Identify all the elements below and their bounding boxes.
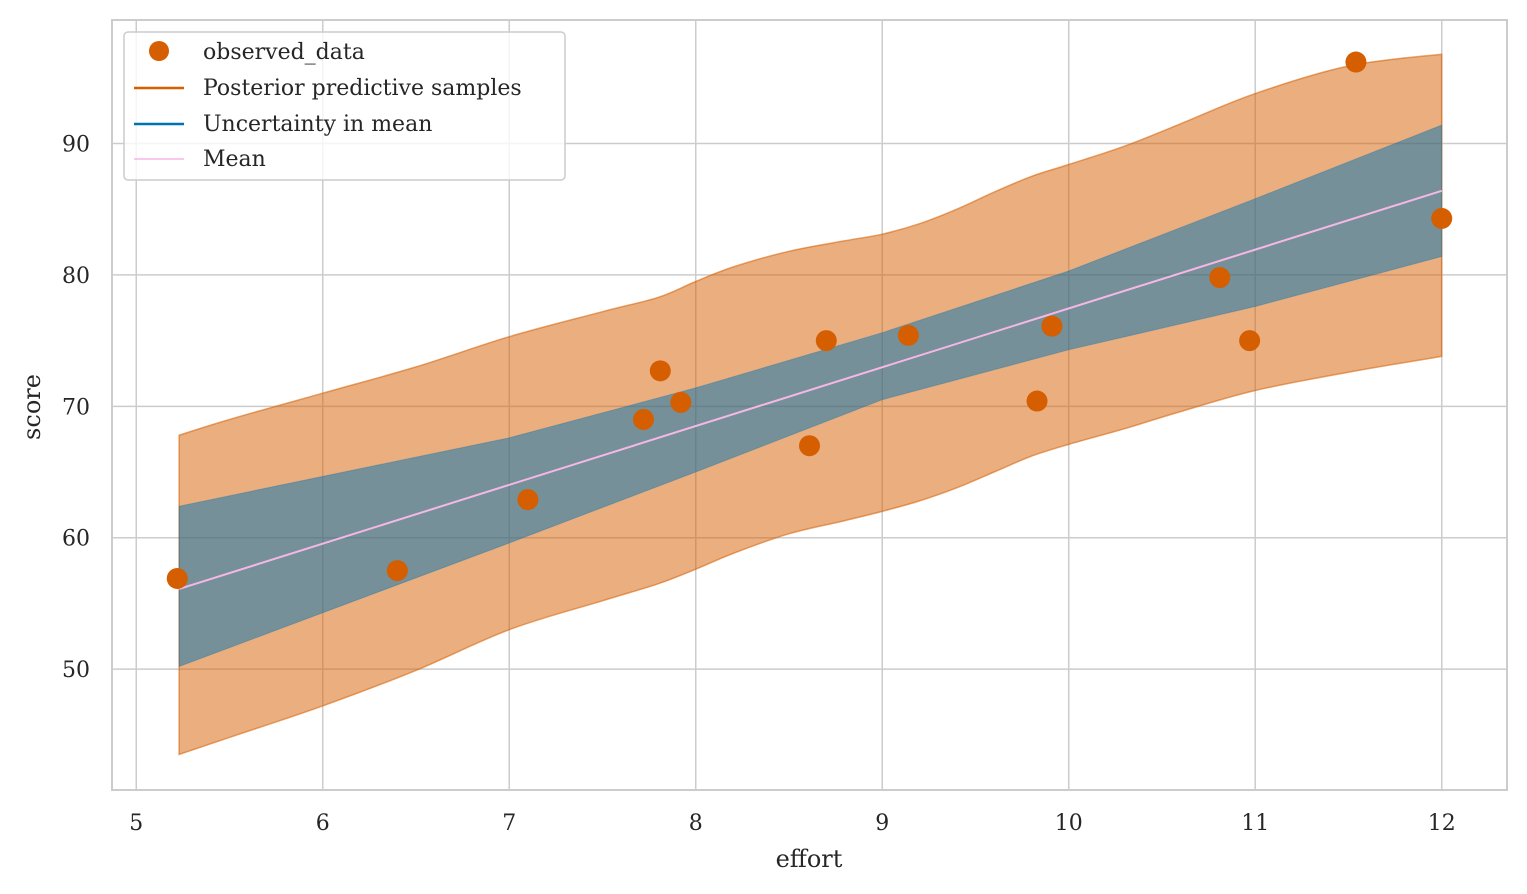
observed-point <box>166 567 188 589</box>
observed-point <box>517 489 539 511</box>
observed-point <box>670 391 692 413</box>
observed-point <box>897 324 919 346</box>
x-tick-label: 11 <box>1241 811 1269 836</box>
y-tick-label: 70 <box>62 395 90 420</box>
x-tick-label: 10 <box>1055 811 1083 836</box>
observed-point <box>1431 207 1453 229</box>
observed-point <box>633 408 655 430</box>
plot-frame <box>111 19 1508 791</box>
x-tick-label: 12 <box>1428 811 1456 836</box>
legend-marker-observed <box>149 41 169 61</box>
observed-point <box>1239 330 1261 352</box>
observed-points <box>166 51 1453 589</box>
y-axis-label: score <box>18 374 46 440</box>
legend-label-posterior: Posterior predictive samples <box>203 76 522 101</box>
x-tick-label: 5 <box>129 811 143 836</box>
legend-label-uncertainty: Uncertainty in mean <box>203 112 432 137</box>
bands <box>178 53 1443 756</box>
y-tick-label: 60 <box>62 527 90 552</box>
observed-point <box>386 560 408 582</box>
x-tick-label: 8 <box>689 811 703 836</box>
y-tick-label: 80 <box>62 264 90 289</box>
legend-label-observed: observed_data <box>203 40 365 65</box>
observed-point <box>1345 51 1367 73</box>
legend-label-mean: Mean <box>203 147 266 172</box>
legend: observed_data Posterior predictive sampl… <box>123 31 566 181</box>
observed-point <box>1209 267 1231 289</box>
x-tick-label: 9 <box>875 811 889 836</box>
observed-point <box>815 330 837 352</box>
observed-point <box>649 360 671 382</box>
mean-line-layer <box>178 189 1443 590</box>
legend-box <box>123 31 566 181</box>
observed-point <box>1026 390 1048 412</box>
mean-uncertainty-band <box>178 124 1443 668</box>
y-tick-label: 50 <box>62 658 90 683</box>
observed-point <box>799 435 820 457</box>
x-axis-label: effort <box>776 845 843 873</box>
x-tick-label: 7 <box>502 811 516 836</box>
x-tick-label: 6 <box>316 811 330 836</box>
mean-line <box>178 189 1443 590</box>
y-tick-label: 90 <box>62 133 90 158</box>
x-tick-labels: 5 6 7 8 9 10 11 12 <box>129 811 1455 836</box>
y-tick-labels: 50 60 70 80 90 <box>62 133 90 684</box>
observed-point <box>1041 315 1063 337</box>
